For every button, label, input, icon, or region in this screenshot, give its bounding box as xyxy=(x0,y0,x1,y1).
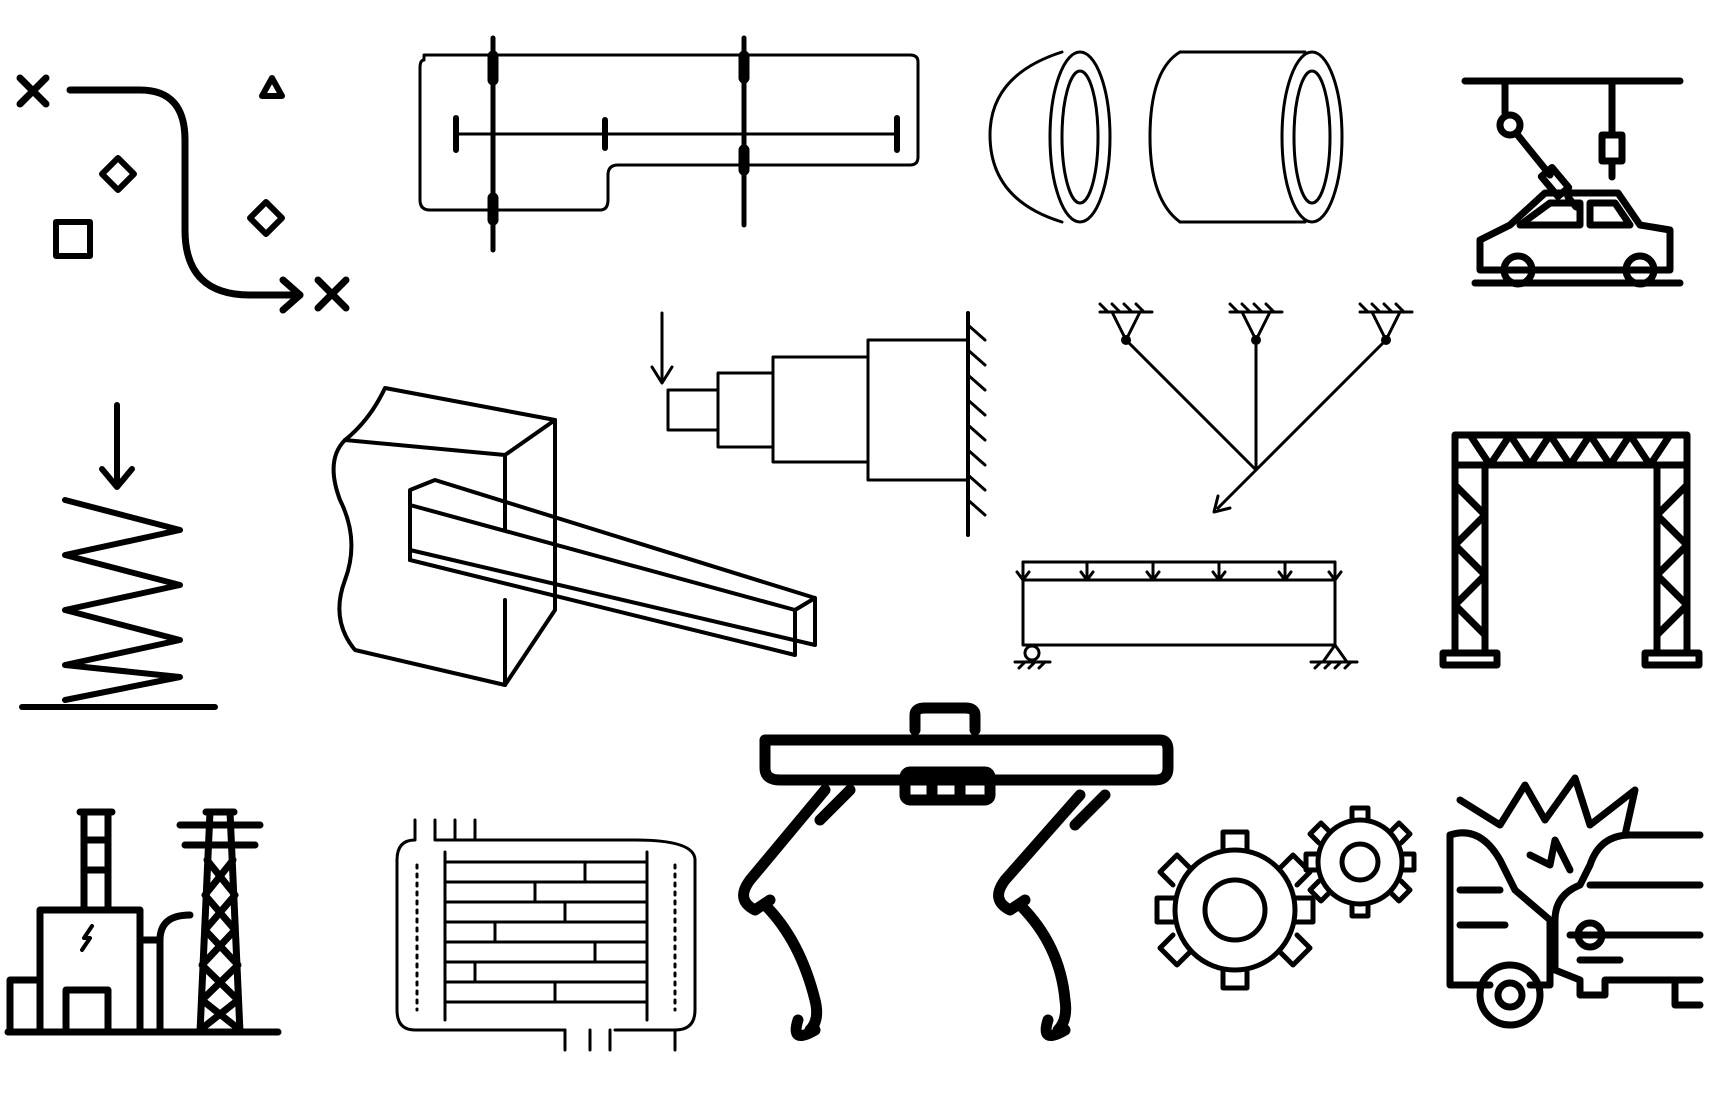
three-bar-truss-icon xyxy=(1098,302,1414,514)
path-planning-icon xyxy=(16,74,350,314)
quadruped-robot-icon xyxy=(738,702,1174,1042)
gears-icon xyxy=(1154,805,1417,991)
compression-spring-icon xyxy=(19,402,218,710)
heat-exchanger-icon xyxy=(395,818,697,1052)
uniformly-loaded-beam-icon xyxy=(1013,560,1359,670)
truss-gantry-frame-icon xyxy=(1439,431,1703,669)
plate-with-crosshair-icon xyxy=(418,35,920,253)
car-crash-icon xyxy=(1446,774,1704,1029)
robotic-arm-car-assembly-icon xyxy=(1461,77,1684,288)
dome-and-cylinder-shell-icon xyxy=(988,50,1344,224)
cantilever-beam-block-icon xyxy=(331,386,817,687)
power-plant-tower-icon xyxy=(4,808,282,1036)
stepped-shaft-icon xyxy=(650,311,987,537)
